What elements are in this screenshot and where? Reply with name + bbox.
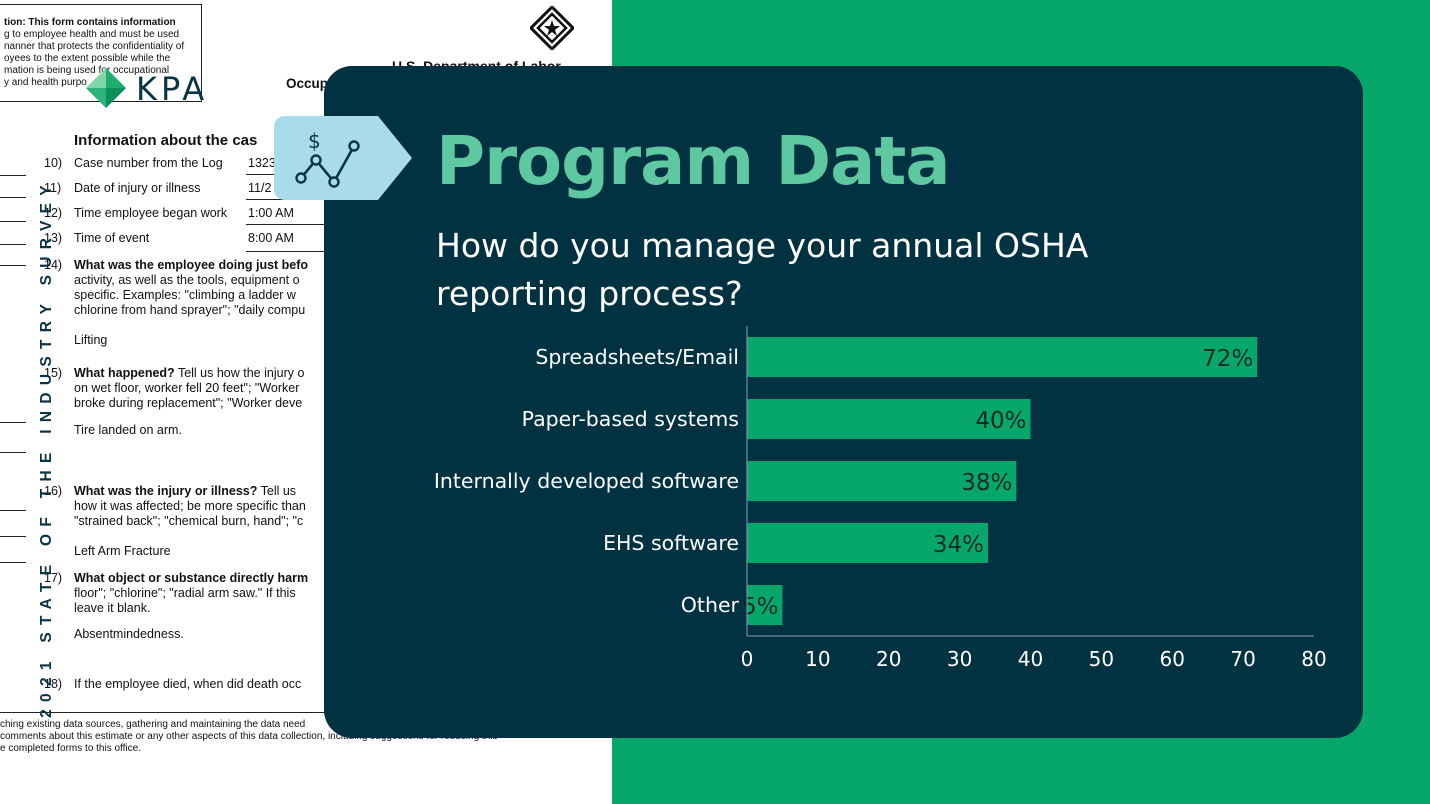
bar-paper-based-systems — [747, 399, 1031, 439]
x-tick-label: 30 — [947, 647, 972, 671]
x-tick-label: 40 — [1018, 647, 1043, 671]
field-value: 8:00 AM — [248, 231, 294, 245]
x-tick-label: 0 — [741, 647, 754, 671]
data-label: 40% — [975, 408, 1026, 434]
field-number: 17) — [44, 571, 63, 585]
question-title: What was the employee doing just befo — [74, 258, 309, 272]
question-text: chlorine from hand sprayer"; "daily comp… — [74, 303, 306, 317]
category-label: Other — [681, 593, 740, 617]
data-label: 34% — [933, 532, 984, 558]
field-label: Date of injury or illness — [74, 181, 201, 195]
x-tick-label: 50 — [1089, 647, 1114, 671]
kpa-logo: KPA — [86, 68, 208, 108]
question-title-line: What was the injury or illness? Tell us — [74, 484, 297, 498]
category-label: Internally developed software — [434, 469, 739, 493]
field-number: 18) — [44, 677, 63, 691]
question-title-line: What happened? Tell us how the injury o — [74, 366, 305, 380]
category-label: Paper-based systems — [522, 407, 739, 431]
field-value: 1323 — [248, 156, 276, 170]
data-label: 72% — [1202, 346, 1253, 372]
question-answer: Left Arm Fracture — [74, 544, 171, 558]
x-tick-label: 60 — [1160, 647, 1185, 671]
field-number: 14) — [44, 258, 63, 272]
category-label: Spreadsheets/Email — [535, 345, 739, 369]
question-text: on wet floor, worker fell 20 feet"; "Wor… — [74, 381, 300, 395]
question-text: leave it blank. — [74, 601, 151, 615]
form-section-title: Information about the cas — [74, 132, 258, 149]
page-title: Program Data — [436, 122, 951, 200]
field-label: Time employee began work — [74, 206, 228, 220]
x-tick-label: 70 — [1230, 647, 1255, 671]
x-tick-label: 80 — [1301, 647, 1326, 671]
question-text: how it was affected; be more specific th… — [74, 499, 306, 513]
field-value: 1:00 AM — [248, 206, 294, 220]
footer-line: ching existing data sources, gathering a… — [0, 719, 306, 730]
question-text: broke during replacement"; "Worker deve — [74, 396, 303, 410]
field-label: Time of event — [74, 231, 150, 245]
notice-line: y and health purpo — [4, 77, 87, 88]
footer-line: e completed forms to this office. — [0, 743, 141, 754]
footer-line: comments about this estimate or any othe… — [0, 731, 498, 742]
notice-line: oyees to the extent possible while the — [4, 53, 171, 64]
notice-line: g to employee health and must be used — [4, 29, 180, 40]
x-tick-label: 10 — [805, 647, 830, 671]
field-number: 13) — [44, 231, 63, 245]
x-tick-label: 20 — [876, 647, 901, 671]
notice-line: mation is being used for occupational — [4, 65, 170, 76]
question-text: floor"; "chlorine"; "radial arm saw." If… — [74, 586, 296, 600]
question-text: specific. Examples: "climbing a ladder w — [74, 288, 296, 302]
bar-internally-developed-software — [747, 461, 1017, 501]
bar-other — [747, 585, 783, 625]
data-label: 5% — [742, 594, 779, 620]
field-number: 15) — [44, 366, 63, 380]
notice-line: nanner that protects the confidentiality… — [4, 41, 185, 52]
question-answer: Lifting — [74, 333, 108, 347]
data-label: 38% — [961, 470, 1012, 496]
question-text: activity, as well as the tools, equipmen… — [74, 273, 300, 287]
field-number: 12) — [44, 206, 63, 220]
svg-text:$: $ — [308, 129, 321, 153]
question-text: "strained back"; "chemical burn, hand"; … — [74, 514, 304, 528]
question-answer: Absentmindedness. — [74, 627, 184, 641]
dol-seal-icon — [530, 6, 574, 50]
category-label: EHS software — [603, 531, 739, 555]
question-text: If the employee died, when did death occ — [74, 677, 302, 691]
dollar-trend-chart-icon: $ — [274, 116, 412, 200]
kpa-diamond-icon — [86, 68, 126, 108]
question-title: What object or substance directly harm — [74, 571, 309, 585]
field-value: 11/2 — [248, 181, 272, 195]
bar-spreadsheets-email — [747, 337, 1258, 377]
field-number: 11) — [44, 181, 62, 195]
kpa-wordmark: KPA — [136, 70, 208, 108]
field-number: 16) — [44, 484, 63, 498]
question-answer: Tire landed on arm. — [74, 423, 182, 437]
field-number: 10) — [44, 156, 63, 170]
survey-question: How do you manage your annual OSHA repor… — [436, 226, 1089, 313]
bar-ehs-software — [747, 523, 988, 563]
field-label: Case number from the Log — [74, 156, 223, 170]
notice-line: tion: This form contains information — [4, 17, 176, 28]
form-header-fragment: Occup — [286, 76, 329, 91]
